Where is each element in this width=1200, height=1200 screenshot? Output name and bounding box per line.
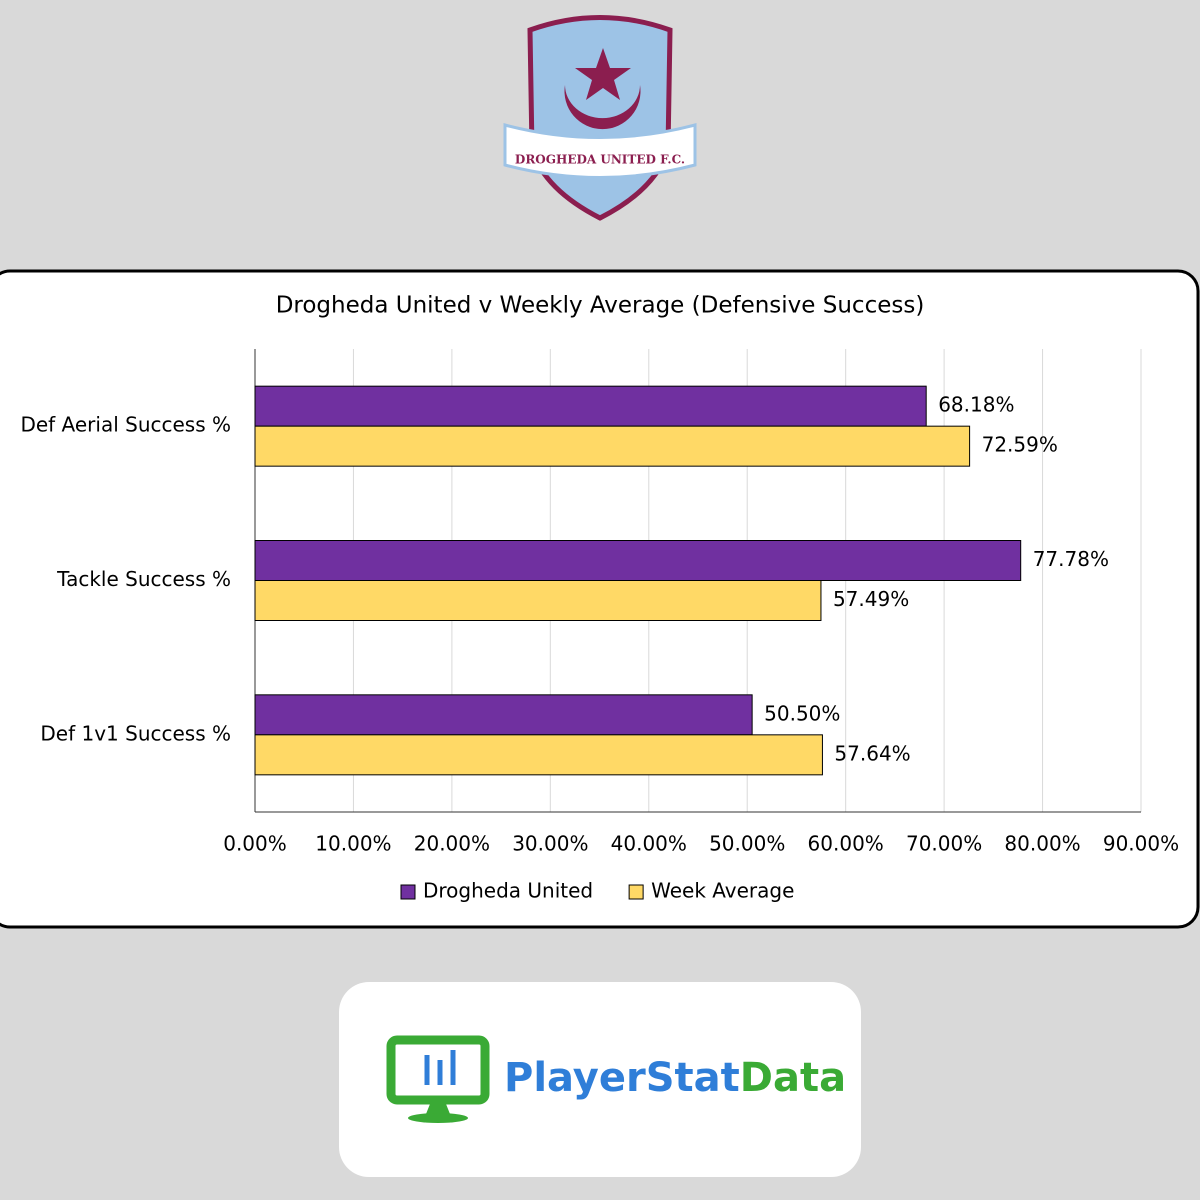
plot: 0.00% 10.00% 20.00% 30.00% 40.00% 50.00% 60.00… — [20, 349, 1179, 903]
x-tick-label: 10.00% — [315, 832, 391, 856]
monitor-base — [408, 1113, 468, 1123]
bar — [254, 540, 1022, 581]
x-tick-label: 40.00% — [611, 832, 687, 856]
legend-swatch — [400, 884, 416, 900]
monitor — [386, 1035, 490, 1105]
value-label: 72.59% — [982, 433, 1058, 457]
monitor-stand — [426, 1104, 450, 1114]
value-label: 77.78% — [1033, 547, 1109, 571]
brand-part: PlayerStat — [504, 1055, 740, 1101]
legend-swatch — [628, 884, 644, 900]
crescent — [564, 85, 641, 130]
x-tick-label: 60.00% — [808, 832, 884, 856]
star — [575, 48, 631, 100]
x-tick-label: 20.00% — [414, 832, 490, 856]
y-tick-label: Def 1v1 Success % — [40, 721, 231, 745]
value-label: 50.50% — [764, 701, 840, 725]
y-tick-label: Tackle Success % — [56, 567, 231, 591]
logo-text: DROGHEDA UNITED F.C. — [515, 153, 685, 167]
bar — [254, 425, 971, 467]
banner — [503, 123, 697, 179]
bar — [254, 385, 927, 427]
legend-label: Week Average — [651, 879, 794, 903]
footer-card — [339, 982, 861, 1177]
brand-part: Data — [740, 1055, 846, 1101]
value-label: 68.18% — [938, 393, 1014, 417]
chart-title: Drogheda United v Weekly Average (Defens… — [276, 293, 925, 319]
legend-label: Drogheda United — [423, 879, 593, 903]
bar — [254, 734, 823, 776]
value-label: 57.64% — [834, 741, 910, 765]
x-tick-label: 0.00% — [223, 832, 287, 856]
y-tick-label: Def Aerial Success % — [20, 413, 231, 437]
bar — [254, 694, 753, 736]
x-tick-label: 50.00% — [709, 832, 785, 856]
club-logo: DROGHEDA UNITED F.C. — [503, 15, 697, 221]
x-tick-label: 90.00% — [1103, 832, 1179, 856]
bar — [254, 580, 822, 621]
x-tick-label: 80.00% — [1004, 832, 1080, 856]
brand-icon — [386, 1035, 490, 1123]
x-tick-label: 70.00% — [906, 832, 982, 856]
x-tick-label: 30.00% — [512, 832, 588, 856]
brand-name: PlayerStatData — [504, 1055, 846, 1101]
value-label: 57.49% — [833, 587, 909, 611]
